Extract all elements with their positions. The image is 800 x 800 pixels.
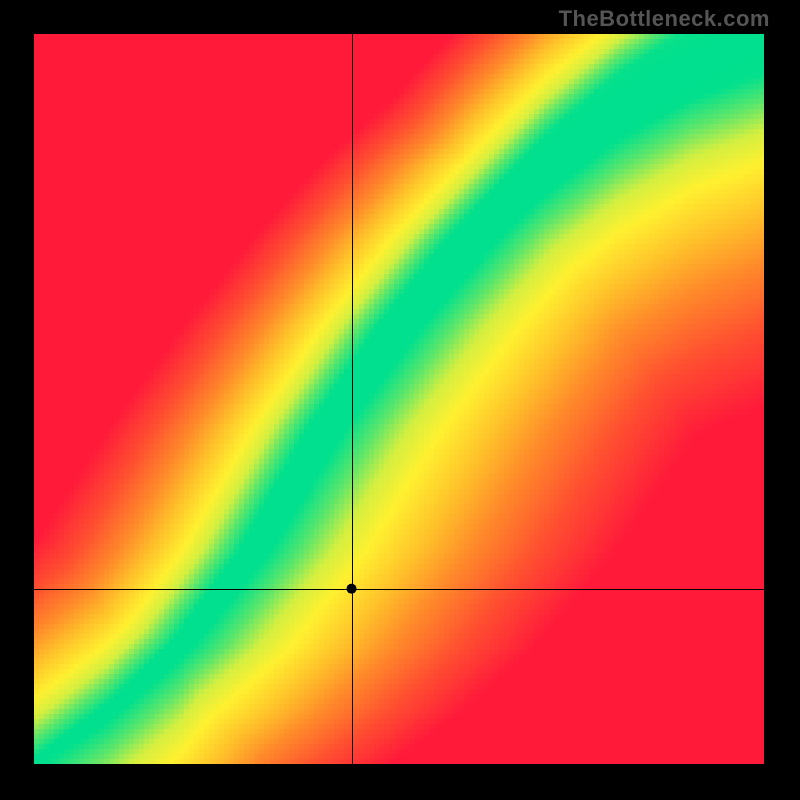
chart-container: { "watermark": { "text": "TheBottleneck.… xyxy=(0,0,800,800)
crosshair-overlay xyxy=(0,0,800,800)
watermark-text: TheBottleneck.com xyxy=(559,6,770,32)
